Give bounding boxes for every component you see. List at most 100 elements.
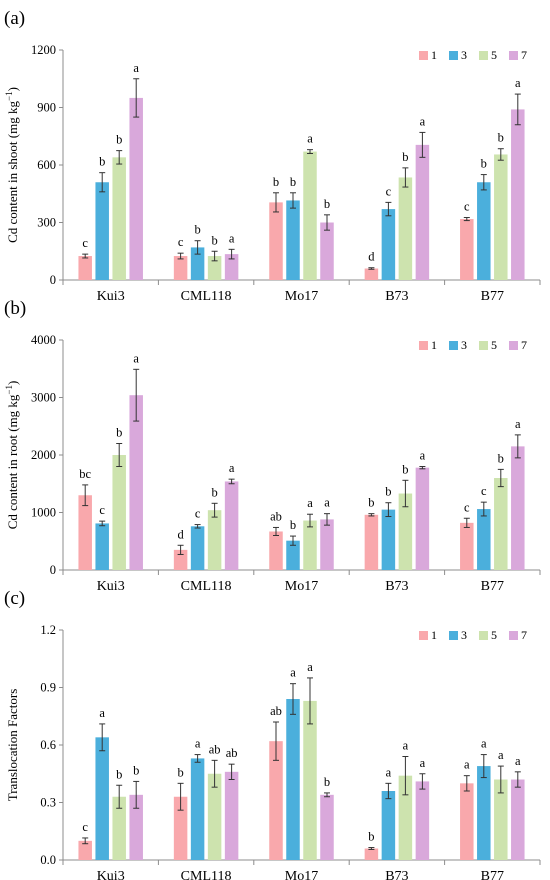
bar — [207, 510, 222, 570]
bar — [173, 549, 188, 570]
bar — [190, 247, 205, 280]
y-tick-label: 600 — [37, 158, 56, 172]
y-tick-label: 1000 — [31, 506, 56, 520]
significance-label: b — [177, 765, 183, 779]
significance-label: a — [481, 737, 487, 751]
chart-panel-c: (c) 0.0 0.3 0.6 0.9 1.2 Kui3 CML118 Mo17 B73 B77 Tr… — [4, 588, 541, 880]
significance-label: b — [368, 830, 374, 844]
legend-label: 7 — [521, 628, 527, 642]
significance-label: b — [273, 175, 279, 189]
significance-label: b — [290, 175, 296, 189]
bar — [269, 531, 283, 570]
y-tick-label: 1.2 — [40, 623, 56, 637]
significance-label: c — [82, 820, 88, 834]
significance-label: c — [99, 503, 105, 517]
y-tick-label: 0 — [50, 563, 56, 577]
significance-label: a — [195, 737, 201, 751]
bar — [95, 737, 109, 860]
bar — [207, 256, 222, 280]
bar — [494, 478, 508, 570]
bar — [364, 268, 379, 280]
bar — [112, 157, 126, 280]
y-tick-label: 0.0 — [40, 853, 56, 867]
bar — [129, 395, 143, 570]
significance-label: b — [116, 426, 122, 440]
significance-label: a — [307, 660, 313, 674]
bar — [381, 509, 396, 570]
bar — [286, 540, 300, 570]
bar — [190, 526, 205, 570]
bar — [460, 219, 474, 280]
y-tick-label: 2000 — [31, 448, 56, 462]
significance-label: b — [99, 155, 105, 169]
bar — [381, 209, 396, 280]
legend-swatch — [419, 51, 428, 60]
significance-label: a — [307, 132, 313, 146]
x-category-label: CML118 — [181, 579, 232, 594]
legend-swatch — [449, 51, 458, 60]
significance-label: a — [420, 449, 426, 463]
legend-label: 1 — [431, 48, 437, 62]
significance-label: ab — [270, 704, 282, 718]
significance-label: b — [481, 157, 487, 171]
x-category-label: B77 — [481, 289, 504, 304]
significance-label: b — [324, 197, 330, 211]
significance-label: c — [178, 235, 184, 249]
significance-label: a — [229, 461, 235, 475]
x-category-label: B73 — [385, 579, 408, 594]
bar — [460, 783, 474, 860]
legend-swatch — [479, 631, 488, 640]
legend-label: 3 — [461, 628, 467, 642]
x-category-label: Kui3 — [97, 869, 125, 880]
legend-swatch — [449, 341, 458, 350]
significance-label: b — [194, 223, 200, 237]
y-tick-label: 0.6 — [40, 738, 56, 752]
significance-label: a — [324, 496, 330, 510]
panel-label: (b) — [4, 298, 26, 319]
significance-label: ab — [226, 746, 238, 760]
significance-label: b — [211, 485, 217, 499]
legend-label: 7 — [521, 48, 527, 62]
bar — [415, 144, 430, 280]
chart-panel-b: (b) 0 1000 2000 3000 4000 Kui3 CML118 Mo17 B73 B77… — [4, 298, 541, 594]
y-tick-label: 0 — [50, 273, 56, 287]
legend-label: 1 — [431, 338, 437, 352]
legend-label: 1 — [431, 628, 437, 642]
significance-label: c — [464, 500, 470, 514]
bar — [320, 794, 334, 860]
x-category-label: Kui3 — [97, 289, 125, 304]
significance-label: b — [133, 763, 139, 777]
significance-label: b — [498, 451, 504, 465]
legend-swatch — [509, 341, 518, 350]
significance-label: ab — [209, 742, 221, 756]
y-axis-label: Translocation Factors — [5, 689, 20, 802]
bar — [173, 796, 188, 860]
significance-label: a — [515, 417, 521, 431]
bar — [78, 495, 92, 570]
bar — [477, 766, 491, 860]
significance-label: a — [229, 231, 235, 245]
bar — [415, 467, 430, 570]
bar — [95, 523, 109, 570]
bar — [173, 256, 188, 280]
significance-label: b — [402, 150, 408, 164]
significance-label: b — [368, 496, 374, 510]
bar — [398, 177, 413, 280]
x-category-label: Mo17 — [285, 579, 318, 594]
x-category-label: B77 — [481, 579, 504, 594]
bar — [224, 254, 239, 280]
bar — [511, 109, 525, 281]
y-tick-label: 0.9 — [40, 681, 56, 695]
significance-label: a — [386, 765, 392, 779]
significance-label: c — [82, 236, 88, 250]
significance-label: a — [403, 739, 409, 753]
bar — [320, 222, 334, 280]
bar — [224, 481, 239, 570]
y-tick-label: 300 — [37, 216, 56, 230]
bar — [112, 455, 126, 570]
legend-swatch — [479, 341, 488, 350]
bar — [78, 256, 92, 280]
x-category-label: CML118 — [181, 289, 232, 304]
significance-label: a — [99, 706, 105, 720]
significance-label: a — [290, 666, 296, 680]
